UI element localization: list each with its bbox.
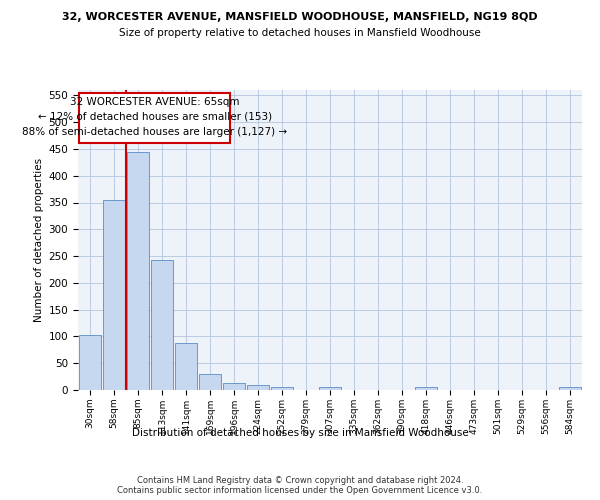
Bar — [247, 385, 269, 390]
Text: 88% of semi-detached houses are larger (1,127) →: 88% of semi-detached houses are larger (… — [22, 127, 287, 137]
Text: 32 WORCESTER AVENUE: 65sqm: 32 WORCESTER AVENUE: 65sqm — [70, 97, 239, 107]
Text: Contains HM Land Registry data © Crown copyright and database right 2024.
Contai: Contains HM Land Registry data © Crown c… — [118, 476, 482, 495]
Text: 32, WORCESTER AVENUE, MANSFIELD WOODHOUSE, MANSFIELD, NG19 8QD: 32, WORCESTER AVENUE, MANSFIELD WOODHOUS… — [62, 12, 538, 22]
Bar — [559, 388, 581, 390]
Text: ← 12% of detached houses are smaller (153): ← 12% of detached houses are smaller (15… — [38, 112, 272, 122]
Bar — [271, 387, 293, 390]
FancyBboxPatch shape — [79, 92, 230, 142]
Bar — [199, 374, 221, 390]
Bar — [415, 388, 437, 390]
Bar — [151, 260, 173, 390]
Bar — [319, 388, 341, 390]
Bar — [79, 336, 101, 390]
Text: Distribution of detached houses by size in Mansfield Woodhouse: Distribution of detached houses by size … — [131, 428, 469, 438]
Text: Size of property relative to detached houses in Mansfield Woodhouse: Size of property relative to detached ho… — [119, 28, 481, 38]
Bar — [223, 382, 245, 390]
Y-axis label: Number of detached properties: Number of detached properties — [34, 158, 44, 322]
Bar — [127, 152, 149, 390]
Bar — [175, 343, 197, 390]
Bar — [103, 200, 125, 390]
